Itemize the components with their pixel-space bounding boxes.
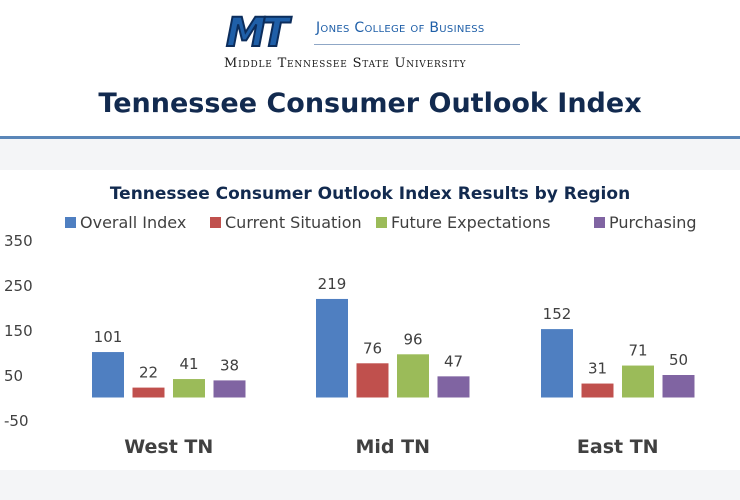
data-label: 76 (363, 339, 382, 357)
legend-swatch (376, 217, 387, 228)
title-divider (0, 136, 740, 139)
logo: MT Jones College of Business Middle Tenn… (222, 8, 522, 76)
bar (622, 365, 654, 398)
legend: Overall Index Current Situation Future Exp… (65, 213, 697, 232)
y-tick-label: -50 (4, 412, 29, 430)
data-label: 152 (543, 305, 572, 323)
header: MT Jones College of Business Middle Tenn… (0, 0, 740, 140)
legend-swatch (210, 217, 221, 228)
y-tick-label: 250 (4, 277, 33, 295)
bar (92, 352, 124, 398)
x-axis: West TN Mid TN East TN (124, 436, 658, 458)
legend-label: Purchasing (609, 213, 697, 232)
chart-panel: Tennessee Consumer Outlook Index Results… (0, 170, 740, 470)
y-tick-label: 50 (4, 367, 23, 385)
data-label: 101 (94, 328, 123, 346)
data-label: 38 (220, 356, 239, 374)
bar (132, 387, 165, 398)
college-name: Jones College of Business (316, 20, 485, 36)
data-label: 22 (139, 364, 158, 382)
bar (662, 375, 695, 398)
data-label: 50 (669, 351, 688, 369)
data-label: 71 (628, 342, 647, 360)
data-label: 41 (179, 355, 198, 373)
bar (581, 383, 614, 398)
legend-swatch (594, 217, 605, 228)
legend-label: Current Situation (225, 213, 362, 232)
bar (356, 363, 389, 398)
page-title: Tennessee Consumer Outlook Index (98, 88, 642, 119)
legend-label: Future Expectations (391, 213, 550, 232)
bar (437, 376, 470, 398)
bar (213, 380, 246, 398)
chart-title: Tennessee Consumer Outlook Index Results… (110, 184, 630, 204)
data-label: 47 (444, 352, 463, 370)
y-tick-label: 350 (4, 232, 33, 250)
legend-label: Overall Index (80, 213, 186, 232)
data-label: 31 (588, 360, 607, 378)
data-label: 96 (403, 330, 422, 348)
bar-chart: Tennessee Consumer Outlook Index Results… (4, 184, 697, 458)
category-label: Mid TN (356, 436, 431, 458)
college-divider (314, 44, 520, 45)
bar (316, 298, 348, 398)
logo-lettering: MT (226, 10, 292, 54)
y-axis: 350 250 150 50 -50 (4, 232, 33, 430)
mt-logo-icon: MT (225, 9, 297, 54)
data-label: 219 (318, 275, 347, 293)
legend-swatch (65, 217, 76, 228)
bar (397, 354, 429, 398)
y-tick-label: 150 (4, 322, 33, 340)
university-name: Middle Tennessee State University (224, 56, 467, 71)
bar (541, 329, 573, 398)
bars: 101 22 41 38 219 76 96 47 152 31 71 50 (92, 275, 695, 398)
bar (173, 379, 205, 398)
category-label: West TN (124, 436, 213, 458)
category-label: East TN (577, 436, 659, 458)
